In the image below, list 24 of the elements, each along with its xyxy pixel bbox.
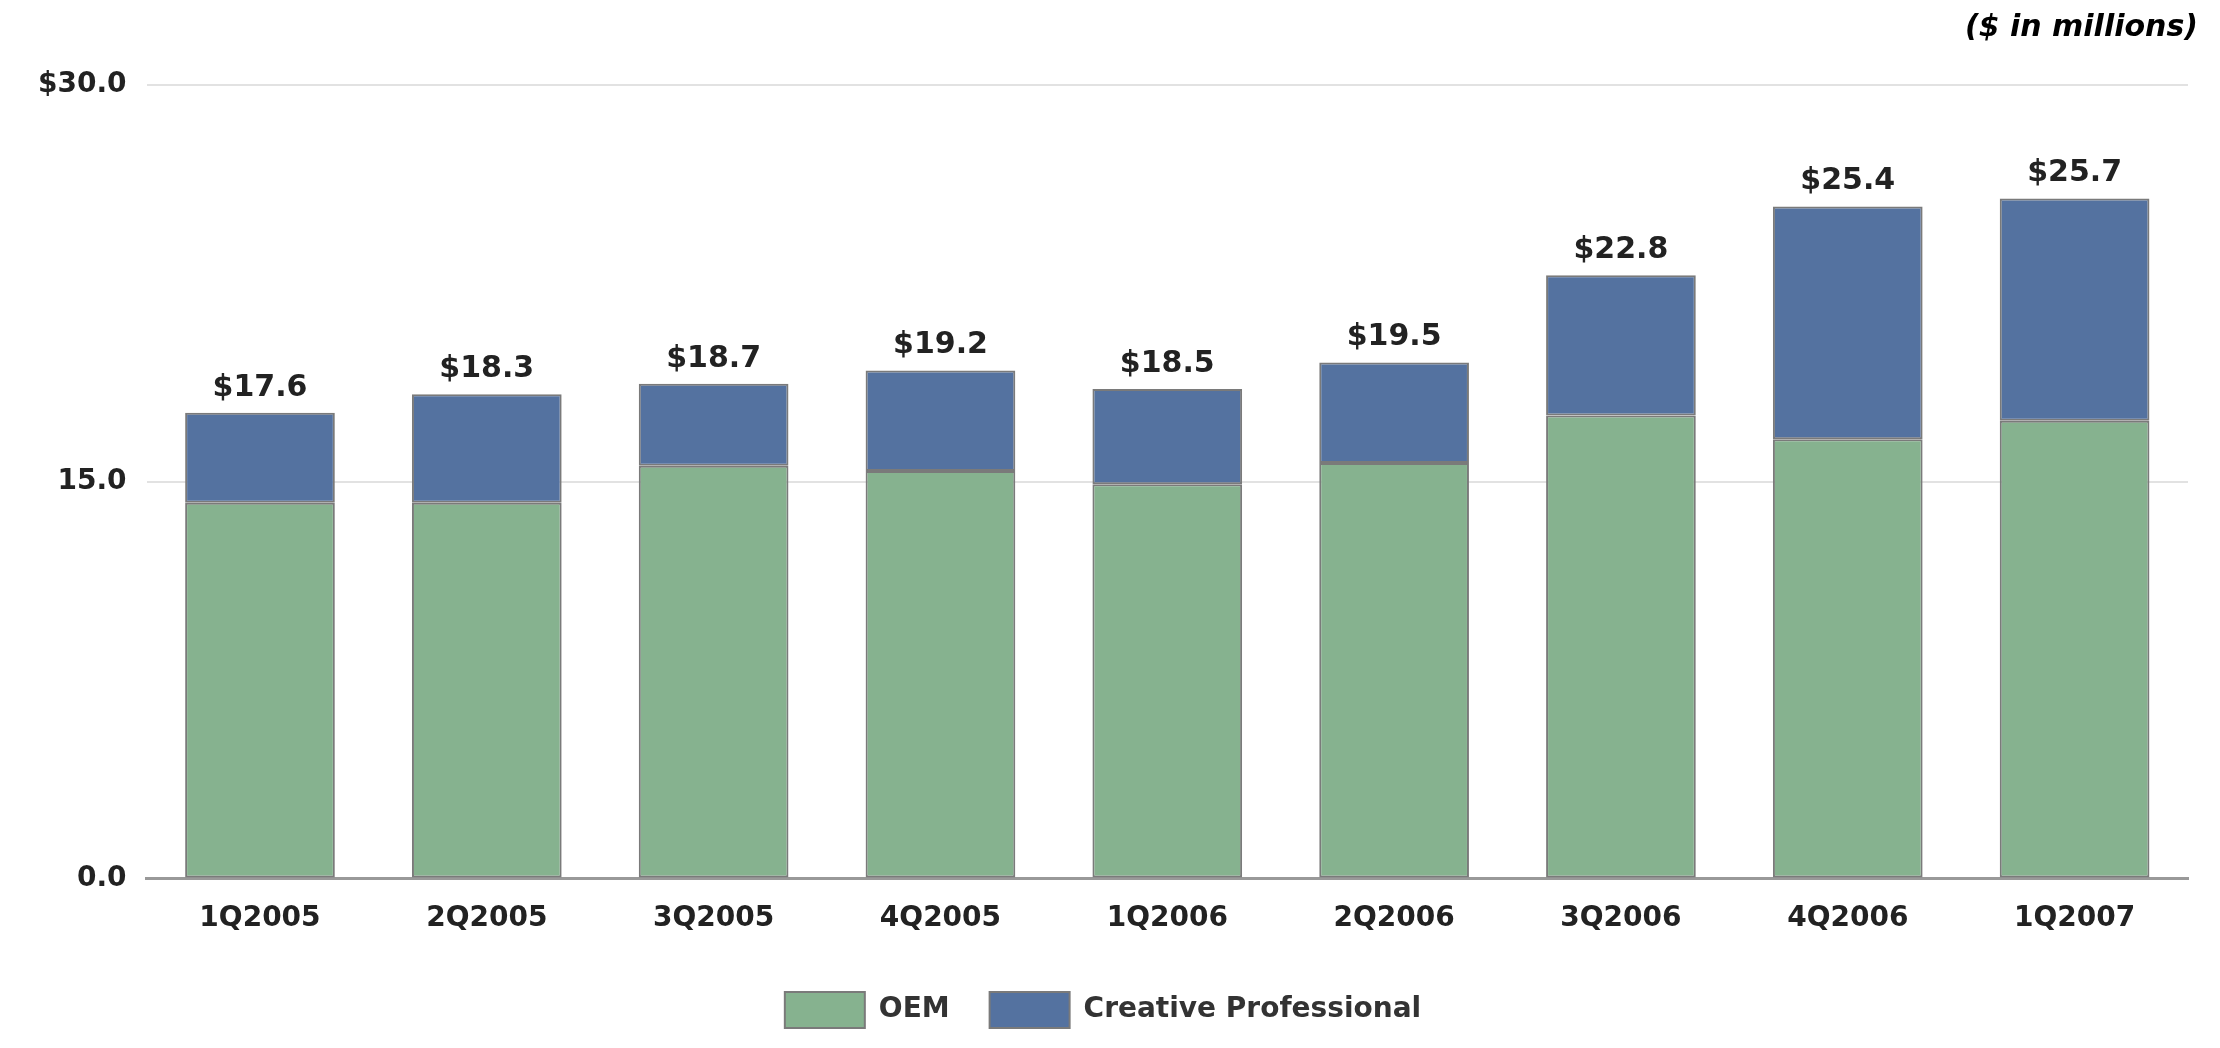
x-tick-label: 2Q2006 — [1333, 900, 1455, 934]
x-tick-label: 3Q2005 — [653, 900, 775, 934]
x-tick-label: 1Q2006 — [1106, 900, 1228, 934]
y-tick-label: 0.0 — [76, 859, 127, 893]
total-label: $18.7 — [666, 338, 762, 374]
total-label: $25.7 — [2027, 153, 2123, 189]
legend-label: Creative Professional — [1083, 991, 1422, 1025]
x-tick-label: 3Q2006 — [1560, 900, 1682, 934]
total-label: $25.4 — [1800, 161, 1896, 197]
y-tick-label: $30.0 — [37, 66, 127, 100]
total-label: $19.2 — [893, 325, 988, 361]
x-tick-label: 1Q2007 — [2013, 900, 2136, 934]
text: ($ in millions) — [1964, 8, 2198, 43]
total-label: $18.3 — [439, 349, 535, 385]
total-label: $19.5 — [1346, 317, 1442, 353]
total-label: $22.8 — [1573, 230, 1669, 266]
total-label: $17.6 — [212, 367, 308, 403]
x-tick-label: 4Q2006 — [1787, 900, 1909, 934]
x-tick-label: 4Q2005 — [879, 900, 1002, 934]
total-label: $18.5 — [1119, 343, 1215, 379]
x-tick-label: 1Q2005 — [199, 900, 321, 934]
y-tick-label: 15.0 — [57, 462, 127, 496]
x-tick-label: 2Q2005 — [426, 900, 548, 934]
legend-label: OEM — [878, 991, 950, 1025]
